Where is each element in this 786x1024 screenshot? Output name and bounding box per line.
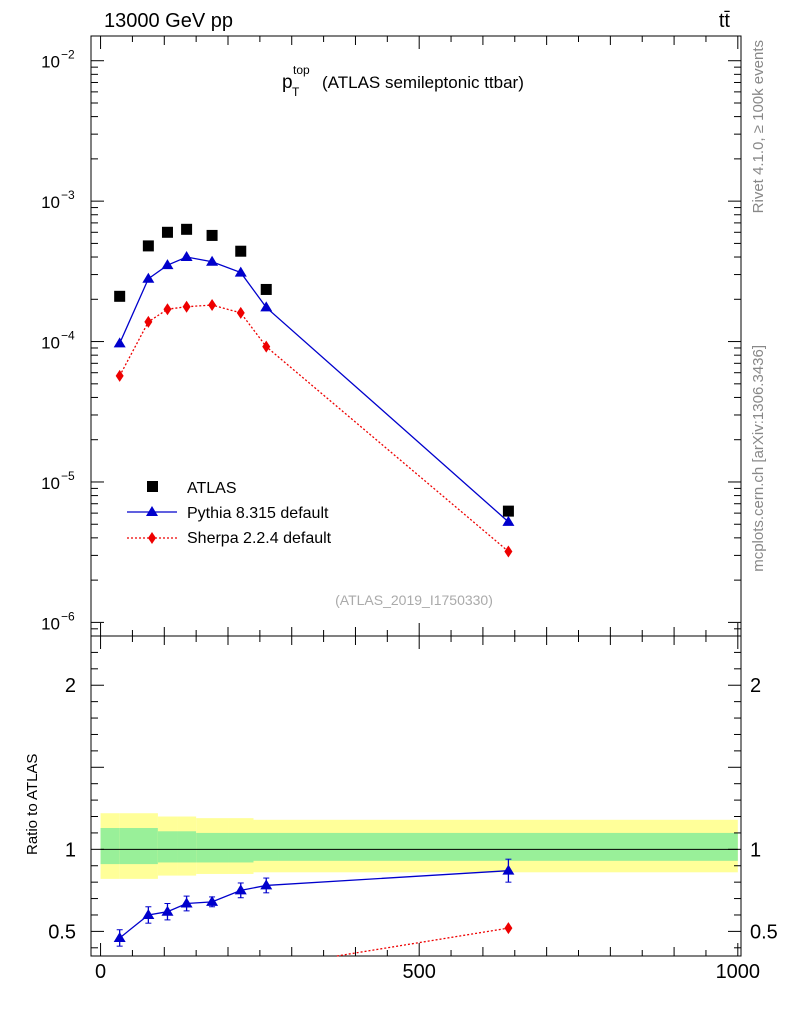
pythia-ratio-point <box>206 895 219 906</box>
legend-label-sherpa: Sherpa 2.2.4 default <box>187 530 332 547</box>
x-tick-label: 0 <box>95 961 106 983</box>
atlas-point <box>235 245 247 257</box>
band-green <box>253 832 279 861</box>
title-superscript: top <box>293 63 310 77</box>
sherpa-point <box>144 315 153 328</box>
y-tick-label: 10 <box>41 474 60 493</box>
pythia-point <box>180 251 193 262</box>
sherpa-point <box>504 545 513 558</box>
ratio-tick-label-right: 1 <box>750 839 761 861</box>
band-green <box>119 828 158 865</box>
legend-label-atlas: ATLAS <box>187 480 237 497</box>
rivet-label: Rivet 4.1.0, ≥ 100k events <box>750 40 767 213</box>
legend-label-pythia: Pythia 8.315 default <box>187 505 329 522</box>
atlas-point <box>206 229 218 241</box>
sherpa-point <box>236 306 245 319</box>
sherpa-main-line <box>119 304 509 552</box>
sherpa-ratio-line <box>336 927 509 957</box>
sherpa-ratio-point <box>504 922 513 935</box>
y-tick-exponent: −6 <box>61 609 75 623</box>
title-subscript: T <box>292 85 300 99</box>
y-tick-label: 10 <box>41 53 60 72</box>
pythia-point <box>142 272 155 283</box>
ratio-tick-label: 0.5 <box>48 921 76 943</box>
pythia-point <box>260 301 273 312</box>
sherpa-point <box>115 369 124 382</box>
ratio-ylabel: Ratio to ATLAS <box>24 754 41 855</box>
ratio-tick-label: 1 <box>65 839 76 861</box>
ratio-tick-label: 2 <box>65 675 76 697</box>
pythia-ratio-point <box>180 897 193 908</box>
atlas-point <box>142 240 154 252</box>
band-green <box>157 831 178 863</box>
y-tick-label: 10 <box>41 334 60 353</box>
band-green <box>278 832 738 861</box>
legend-marker-atlas <box>147 481 158 492</box>
pythia-ratio-point <box>161 905 174 916</box>
title-rest: (ATLAS semileptonic ttbar) <box>322 73 524 92</box>
atlas-point <box>502 505 514 517</box>
pythia-ratio-point <box>113 931 126 942</box>
x-tick-label: 1000 <box>716 961 761 983</box>
band-green <box>228 832 254 863</box>
series-markers <box>113 223 515 947</box>
pythia-point <box>234 266 247 277</box>
ratio-y-ticks: 2 2 1 1 0.5 0.5 <box>48 651 778 949</box>
band-green <box>177 831 197 863</box>
sherpa-point <box>163 303 172 316</box>
band-green <box>100 828 120 865</box>
pythia-point <box>113 337 126 348</box>
title-main: p <box>282 72 293 93</box>
analysis-id: (ATLAS_2019_I1750330) <box>335 592 493 608</box>
legend: ATLAS Pythia 8.315 default Sherpa 2.2.4 … <box>127 480 332 547</box>
ratio-tick-label-right: 0.5 <box>750 921 778 943</box>
pythia-point <box>502 515 515 526</box>
sherpa-point <box>208 299 217 312</box>
y-tick-exponent: −2 <box>61 48 75 62</box>
sherpa-point <box>262 340 271 353</box>
pythia-main-line <box>119 256 509 523</box>
pythia-point <box>206 255 219 266</box>
ratio-panel-frame <box>90 635 742 957</box>
pythia-ratio-point <box>234 884 247 895</box>
process-label: tt̄ <box>719 10 731 32</box>
main-y-ticks: 10−210−310−410−510−6 <box>41 48 741 637</box>
y-tick-exponent: −3 <box>61 188 75 202</box>
x-tick-label: 500 <box>402 961 435 983</box>
x-ticks: 0 500 1000 <box>95 36 760 983</box>
y-tick-label: 10 <box>41 614 60 633</box>
pythia-point <box>161 259 174 270</box>
pythia-ratio-point <box>502 864 515 875</box>
atlas-point <box>181 223 193 235</box>
ratio-bands <box>100 813 738 879</box>
pythia-ratio-point <box>142 908 155 919</box>
legend-marker-pythia <box>146 506 158 516</box>
y-tick-label: 10 <box>41 193 60 212</box>
ratio-tick-label-right: 2 <box>750 675 761 697</box>
atlas-point <box>260 283 272 295</box>
plot-title: p <box>282 72 293 93</box>
y-tick-exponent: −4 <box>61 329 75 343</box>
legend-marker-sherpa <box>148 532 156 544</box>
pythia-ratio-line <box>119 870 509 939</box>
atlas-point <box>114 290 126 302</box>
y-tick-exponent: −5 <box>61 469 75 483</box>
energy-label: 13000 GeV pp <box>104 10 233 32</box>
sherpa-point <box>182 300 191 313</box>
pythia-ratio-point <box>260 879 273 890</box>
source-label: mcplots.cern.ch [arXiv:1306.3436] <box>750 345 767 572</box>
atlas-point <box>161 226 173 238</box>
band-green <box>196 832 229 863</box>
